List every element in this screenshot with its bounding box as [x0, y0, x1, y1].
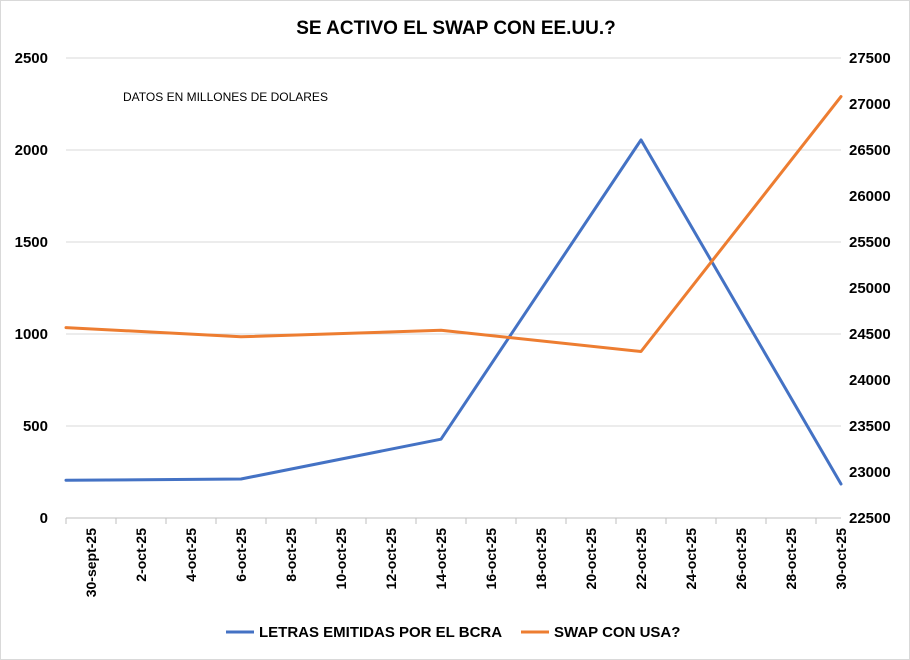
- series-line-1: [64, 138, 843, 486]
- y-left-tick-label: 1000: [15, 326, 48, 343]
- x-tick-label: 30-sept-25: [83, 528, 99, 597]
- x-tick-label: 8-oct-25: [283, 528, 299, 582]
- y-right-tick-label: 24000: [849, 372, 891, 389]
- x-axis-ticks: 30-sept-25 2-oct-25 4-oct-25 6-oct-25 8-oct-…: [83, 528, 849, 597]
- y-right-tick-label: 27000: [849, 96, 891, 113]
- y-right-tick-label: 27500: [849, 50, 891, 67]
- y-right-tick-label: 26000: [849, 188, 891, 205]
- y-left-tick-label: 500: [23, 418, 48, 435]
- y-axis-left-ticks: 0 500 1000 1500 2000 2500: [15, 50, 48, 527]
- x-tick-label: 24-oct-25: [683, 528, 699, 590]
- legend-label-2: SWAP CON USA?: [554, 624, 680, 641]
- x-tick-label: 18-oct-25: [533, 528, 549, 590]
- y-right-tick-label: 25500: [849, 234, 891, 251]
- x-tick-label: 6-oct-25: [233, 528, 249, 582]
- x-tick-label: 4-oct-25: [183, 528, 199, 582]
- x-tick-label: 14-oct-25: [433, 528, 449, 590]
- y-left-tick-label: 0: [40, 510, 48, 527]
- x-tick-label: 16-oct-25: [483, 528, 499, 590]
- x-tick-label: 12-oct-25: [383, 528, 399, 590]
- x-tick-label: 26-oct-25: [733, 528, 749, 590]
- chart-title: SE ACTIVO EL SWAP CON EE.UU.?: [296, 18, 616, 39]
- y-left-tick-label: 1500: [15, 234, 48, 251]
- y-right-tick-label: 23000: [849, 464, 891, 481]
- y-axis-right-ticks: 22500 23000 23500 24000 24500 25000 25500 26000…: [849, 50, 891, 527]
- legend-label-1: LETRAS EMITIDAS POR EL BCRA: [259, 624, 502, 641]
- grid-lines: [66, 57, 841, 427]
- axes: [65, 517, 841, 524]
- x-tick-label: 30-oct-25: [833, 528, 849, 590]
- x-tick-label: 28-oct-25: [783, 528, 799, 590]
- y-right-tick-label: 26500: [849, 142, 891, 159]
- x-tick-label: 10-oct-25: [333, 528, 349, 590]
- y-right-tick-label: 23500: [849, 418, 891, 435]
- y-left-tick-label: 2000: [15, 142, 48, 159]
- y-right-tick-label: 25000: [849, 280, 891, 297]
- legend: LETRAS EMITIDAS POR EL BCRA SWAP CON USA?: [226, 624, 680, 641]
- chart-annotation: DATOS EN MILLONES DE DOLARES: [123, 90, 328, 104]
- x-tick-label: 20-oct-25: [583, 528, 599, 590]
- series-line-2: [64, 95, 843, 353]
- y-left-tick-label: 2500: [15, 50, 48, 67]
- series-lines: [64, 95, 843, 486]
- y-right-tick-label: 24500: [849, 326, 891, 343]
- x-tick-label: 2-oct-25: [133, 528, 149, 582]
- y-right-tick-label: 22500: [849, 510, 891, 527]
- x-tick-label: 22-oct-25: [633, 528, 649, 590]
